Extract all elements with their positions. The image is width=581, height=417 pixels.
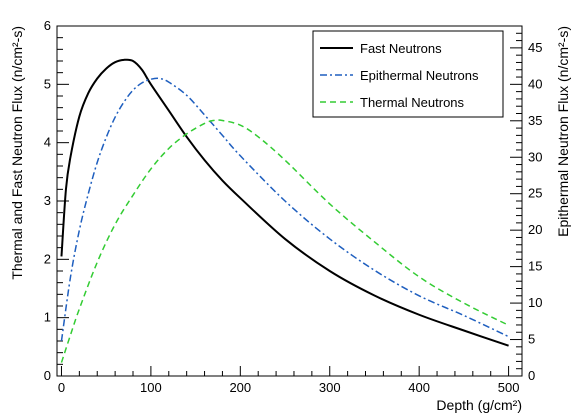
legend-label-epithermal-neutrons: Epithermal Neutrons <box>360 68 479 83</box>
y-right-tick-label: 45 <box>528 40 542 55</box>
y-left-tick-label: 6 <box>44 18 51 33</box>
y-right-tick-label: 10 <box>528 295 542 310</box>
left-y-axis-ticks: 0 1 2 3 4 5 6 <box>44 18 69 383</box>
y-right-tick-label: 15 <box>528 259 542 274</box>
y-left-tick-label: 3 <box>44 193 51 208</box>
y-left-tick-label: 0 <box>44 368 51 383</box>
x-axis-ticks: 0 100 200 300 400 500 <box>58 366 520 395</box>
left-y-axis-title: Thermal and Fast Neutron Flux (n/cm²-s) <box>9 26 25 280</box>
x-tick-label: 300 <box>319 380 341 395</box>
y-left-tick-label: 2 <box>44 251 51 266</box>
right-y-axis-ticks: 0 5 10 15 20 25 30 35 40 45 <box>510 25 542 383</box>
y-right-tick-label: 25 <box>528 186 542 201</box>
y-right-tick-label: 30 <box>528 149 542 164</box>
y-left-tick-label: 4 <box>44 135 51 150</box>
y-right-tick-label: 40 <box>528 76 542 91</box>
y-right-tick-label: 5 <box>528 332 535 347</box>
x-tick-label: 200 <box>229 380 251 395</box>
y-right-tick-label: 0 <box>528 368 535 383</box>
x-axis-title: Depth (g/cm²) <box>436 397 522 413</box>
x-tick-label: 400 <box>408 380 430 395</box>
y-left-tick-label: 5 <box>44 76 51 91</box>
series-line-thermal-neutrons <box>60 119 509 363</box>
x-tick-label: 0 <box>58 380 65 395</box>
x-tick-label: 100 <box>140 380 162 395</box>
y-right-tick-label: 20 <box>528 222 542 237</box>
legend-label-fast-neutrons: Fast Neutrons <box>360 41 442 56</box>
series-layer <box>60 58 509 363</box>
y-right-tick-label: 35 <box>528 113 542 128</box>
y-left-tick-label: 1 <box>44 310 51 325</box>
series-line-epithermal-neutrons <box>60 77 509 342</box>
right-y-axis-title: Epithermal Neutron Flux (n/cm²-s) <box>555 26 571 237</box>
x-tick-label: 500 <box>498 380 520 395</box>
legend: Fast Neutrons Epithermal Neutrons Thermal … <box>312 30 504 118</box>
series-line-fast-neutrons <box>60 58 509 347</box>
legend-label-thermal-neutrons: Thermal Neutrons <box>360 95 465 110</box>
